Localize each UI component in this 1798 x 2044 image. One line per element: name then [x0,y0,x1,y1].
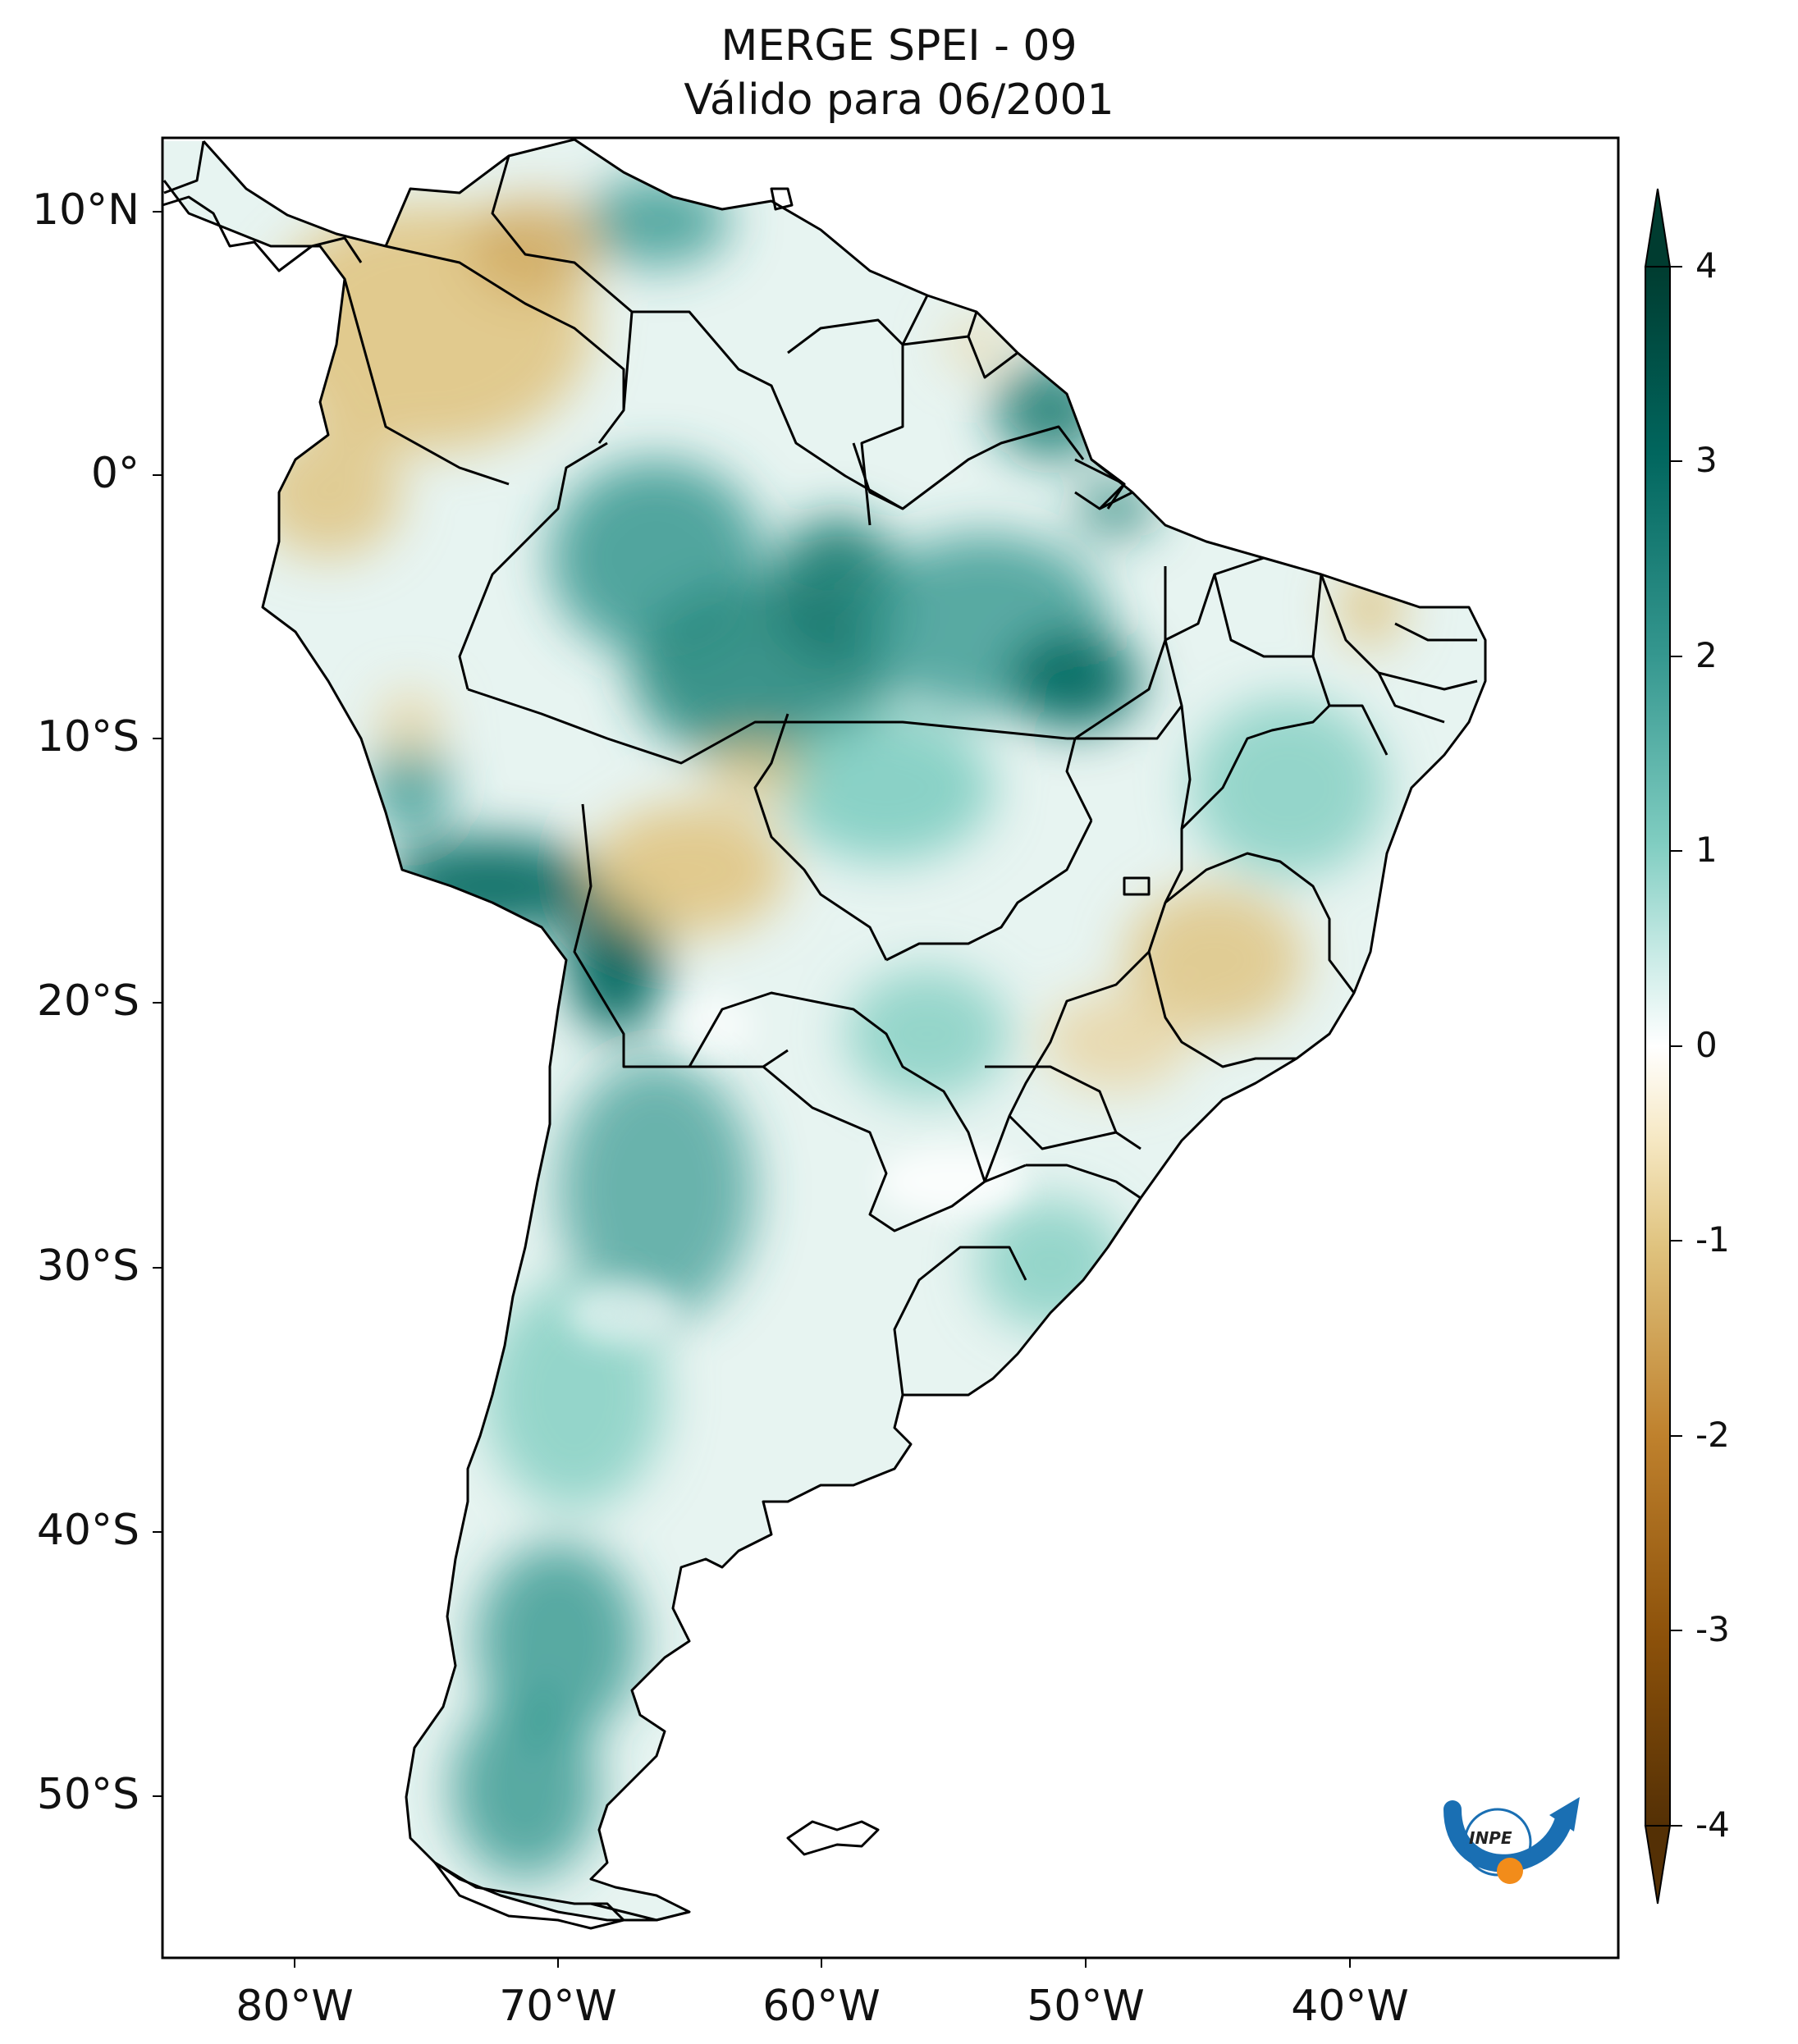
colorbar-label-neg1: -1 [1695,1219,1730,1260]
lat-label-20s: 20°S [36,976,140,1026]
lat-label-10n: 10°N [31,185,140,235]
colorbar-body [1645,266,1671,1827]
lon-label-70w: 70°W [499,1982,617,2031]
colorbar-label-neg2: -2 [1695,1415,1730,1455]
colorbar-label-4: 4 [1695,245,1718,286]
lon-label-40w: 40°W [1291,1982,1409,2031]
colorbar-label-neg3: -3 [1695,1609,1730,1649]
map-title: MERGE SPEI - 09 [721,21,1077,71]
inpe-logo-text: INPE [1469,1828,1512,1848]
lat-label-0: 0° [90,449,140,498]
map-subtitle: Válido para 06/2001 [684,75,1114,125]
colorbar-label-3: 3 [1695,440,1718,480]
colorbar-bottom-extension [1644,1825,1672,1905]
lon-label-50w: 50°W [1027,1982,1145,2031]
inpe-logo [1443,1797,1580,1884]
lat-label-50s: 50°S [36,1770,140,1819]
colorbar-label-1: 1 [1695,830,1718,870]
lat-label-40s: 40°S [36,1506,140,1555]
colorbar-top-extension [1644,188,1672,268]
axis-ticks [153,211,1351,1968]
lat-label-30s: 30°S [36,1241,140,1291]
colorbar-label-2: 2 [1695,635,1718,675]
colorbar-label-0: 0 [1695,1025,1718,1065]
colorbar [1644,188,1682,1905]
colorbar-ticks [1670,266,1682,1827]
lon-label-80w: 80°W [236,1982,354,2031]
colorbar-label-neg4: -4 [1695,1804,1730,1845]
coastlines-and-borders [162,138,1487,1930]
lon-label-60w: 60°W [762,1982,881,2031]
lat-label-10s: 10°S [36,712,140,761]
